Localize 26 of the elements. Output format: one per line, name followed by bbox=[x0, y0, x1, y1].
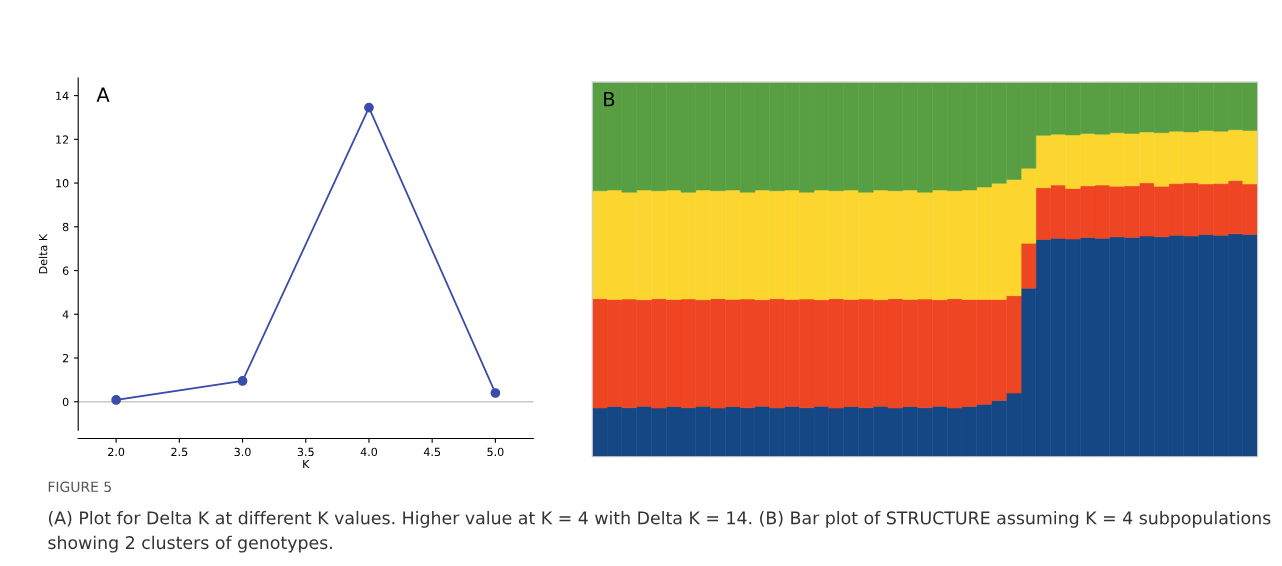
y-tick-label: 12 bbox=[56, 135, 69, 144]
point bbox=[237, 376, 248, 386]
y-axis-title: Delta K bbox=[38, 233, 48, 274]
bar bbox=[1020, 242, 1037, 289]
point bbox=[364, 102, 374, 113]
x-axis-title: K bbox=[303, 460, 310, 469]
y-tick-label: 14 bbox=[56, 91, 69, 100]
x-tick-label: 2.0 bbox=[108, 447, 125, 457]
x-tick-label: 3.0 bbox=[234, 447, 251, 457]
x-tick-label: 3.5 bbox=[297, 447, 314, 457]
caption: FIGURE 5 bbox=[48, 481, 111, 493]
x-tick-label: 5.0 bbox=[487, 447, 504, 457]
y-tick-label: 0 bbox=[62, 397, 69, 407]
y-tick-label: 2 bbox=[62, 353, 69, 363]
text: (A) Plot for Delta K at different K values. Higher value at K = 4 with Delta K = 14. (B) Bar plot of STRUCTURE assuming K = 4 subpopulations showing 2 clusters of genotypes. bbox=[48, 511, 1271, 553]
point bbox=[111, 395, 121, 405]
chart-title: B bbox=[604, 92, 615, 107]
x-tick-label: 4.0 bbox=[360, 447, 378, 457]
y-tick-label: 8 bbox=[62, 222, 69, 232]
point bbox=[490, 388, 501, 398]
x-tick-label: 4.5 bbox=[423, 447, 441, 457]
x-tick-label: 2.5 bbox=[171, 447, 188, 457]
y-tick-label: 4 bbox=[62, 310, 69, 319]
y-tick-label: 6 bbox=[62, 266, 69, 275]
chart-title: A bbox=[96, 87, 110, 102]
y-tick-label: 10 bbox=[56, 179, 69, 188]
